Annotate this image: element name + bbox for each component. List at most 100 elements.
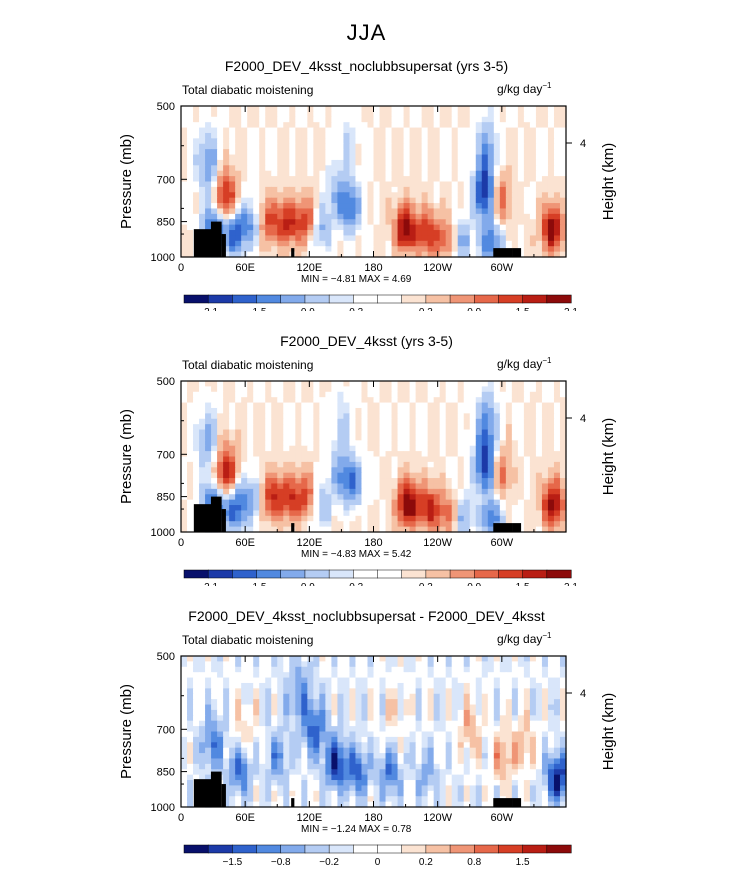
contour-cell xyxy=(385,742,393,749)
contour-cell xyxy=(469,682,477,689)
contour-cell xyxy=(559,170,567,177)
contour-cell xyxy=(511,106,519,112)
y-right-tick-label: 4 xyxy=(580,413,586,425)
contour-cell xyxy=(211,682,218,689)
contour-cell xyxy=(559,666,567,673)
contour-cell xyxy=(259,138,266,145)
contour-cell xyxy=(313,521,320,528)
contour-cell xyxy=(301,461,308,468)
contour-cell xyxy=(397,143,405,150)
contour-cell xyxy=(325,682,332,689)
contour-cell xyxy=(409,715,417,722)
contour-cell xyxy=(517,132,525,139)
contour-cell xyxy=(439,240,447,247)
contour-cell xyxy=(439,467,447,474)
contour-cell xyxy=(541,186,549,193)
contour-cell xyxy=(355,736,363,743)
contour-cell xyxy=(271,461,278,468)
contour-cell xyxy=(451,677,459,684)
contour-cell xyxy=(343,456,351,463)
contour-cell xyxy=(271,413,278,420)
contour-cell xyxy=(349,230,357,237)
contour-cell xyxy=(265,391,272,398)
contour-cell xyxy=(331,505,339,512)
contour-cell xyxy=(247,677,254,684)
contour-cell xyxy=(283,391,290,398)
contour-cell xyxy=(193,753,200,760)
contour-cell xyxy=(355,456,363,463)
contour-cell xyxy=(391,386,399,393)
contour-cell xyxy=(319,429,326,436)
contour-cell xyxy=(547,693,555,700)
contour-cell xyxy=(475,753,483,760)
contour-cell xyxy=(361,197,369,204)
contour-cell xyxy=(409,709,417,716)
contour-cell xyxy=(385,397,393,404)
contour-cell xyxy=(217,203,224,210)
contour-cell xyxy=(337,515,345,522)
contour-cell xyxy=(253,688,260,695)
contour-cell xyxy=(379,413,387,420)
contour-cell xyxy=(325,149,332,156)
contour-cell xyxy=(319,181,326,188)
contour-cell xyxy=(487,381,495,387)
contour-cell xyxy=(535,747,543,754)
contour-cell xyxy=(295,143,302,150)
contour-cell xyxy=(457,127,465,134)
colorbar-bin xyxy=(377,294,403,304)
contour-cell xyxy=(187,418,194,425)
contour-cell xyxy=(229,176,236,183)
contour-cell xyxy=(337,715,345,722)
contour-cell xyxy=(187,213,194,220)
contour-cell xyxy=(277,197,284,204)
contour-cell xyxy=(415,143,423,150)
contour-cell xyxy=(361,472,369,479)
contour-cell xyxy=(541,472,549,479)
contour-cell xyxy=(445,688,453,695)
contour-cell xyxy=(313,451,320,458)
contour-cell xyxy=(265,132,272,139)
contour-cell xyxy=(523,747,531,754)
contour-cell xyxy=(529,526,537,533)
contour-cell xyxy=(409,494,417,501)
contour-cell xyxy=(505,731,513,738)
contour-cell xyxy=(355,219,363,226)
contour-cell xyxy=(337,742,345,749)
contour-cell xyxy=(373,407,381,414)
contour-cell xyxy=(301,521,308,528)
contour-cell xyxy=(217,488,224,495)
contour-cell xyxy=(475,224,483,231)
colorbar-bin xyxy=(474,569,499,579)
contour-cell xyxy=(445,235,453,242)
contour-cell xyxy=(271,122,278,129)
contour-cell xyxy=(349,461,357,468)
contour-cell xyxy=(253,219,260,226)
panel-3-left-label: Total diabatic moistening xyxy=(182,633,314,647)
contour-cell xyxy=(493,418,501,425)
contour-cell xyxy=(421,699,429,706)
contour-cell xyxy=(475,709,483,716)
panel-3: F2000_DEV_4ksst_noclubbsupersat - F2000_… xyxy=(0,606,733,866)
contour-cell xyxy=(457,230,465,237)
contour-cell xyxy=(349,203,357,210)
contour-cell xyxy=(445,391,453,398)
contour-cell xyxy=(331,434,339,441)
contour-cell xyxy=(355,753,363,760)
contour-cell xyxy=(229,499,236,506)
contour-cell xyxy=(229,699,236,706)
contour-cell xyxy=(211,208,218,215)
contour-cell xyxy=(499,197,507,204)
contour-cell xyxy=(541,742,549,749)
contour-cell xyxy=(451,149,459,156)
contour-cell xyxy=(337,391,345,398)
contour-cell xyxy=(541,111,549,118)
contour-cell xyxy=(439,424,447,431)
contour-cell xyxy=(499,213,507,220)
contour-cell xyxy=(367,434,375,441)
contour-cell xyxy=(379,483,387,490)
contour-cell xyxy=(253,251,260,258)
contour-cell xyxy=(379,230,387,237)
contour-cell xyxy=(217,440,224,447)
contour-cell xyxy=(337,661,345,668)
contour-cell xyxy=(499,143,507,150)
